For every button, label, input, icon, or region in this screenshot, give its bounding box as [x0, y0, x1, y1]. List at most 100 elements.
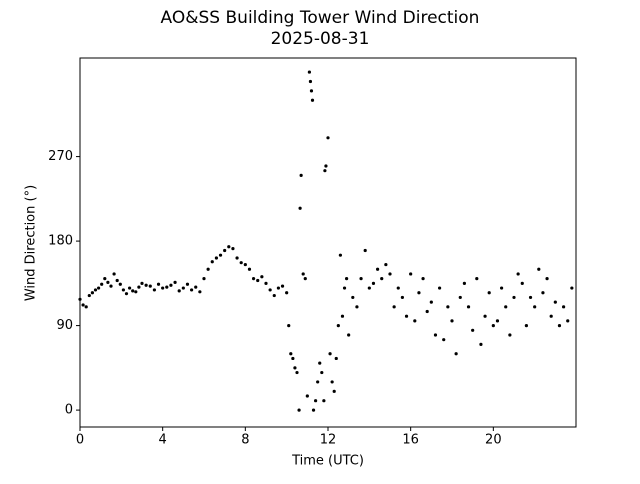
data-point — [330, 380, 334, 384]
data-point — [351, 295, 355, 300]
data-point — [495, 319, 500, 323]
data-point — [384, 262, 388, 267]
data-point — [206, 267, 210, 271]
data-point — [131, 289, 135, 293]
data-point — [512, 295, 516, 300]
data-point — [442, 338, 446, 342]
data-point — [285, 291, 289, 295]
data-point — [541, 291, 545, 295]
data-point — [475, 277, 479, 281]
data-point — [450, 319, 454, 323]
data-point — [347, 333, 351, 337]
data-point — [359, 277, 363, 281]
data-point — [291, 356, 295, 361]
data-point — [342, 286, 347, 290]
data-point — [409, 272, 413, 276]
data-point — [276, 286, 280, 290]
data-point — [545, 277, 549, 281]
data-point — [363, 248, 367, 253]
data-point — [338, 253, 342, 257]
data-point — [140, 281, 144, 285]
data-point — [297, 408, 301, 412]
x-tick-label: 12 — [320, 433, 337, 448]
data-point — [429, 300, 433, 304]
data-point — [487, 291, 491, 295]
data-point — [562, 305, 566, 309]
data-point — [318, 361, 322, 365]
data-point — [124, 292, 129, 296]
data-point — [231, 247, 235, 251]
data-point — [421, 277, 425, 281]
data-point — [500, 286, 504, 290]
y-tick-label: 270 — [48, 149, 73, 164]
y-axis-label: Wind Direction (°) — [24, 185, 39, 301]
data-point — [328, 352, 332, 356]
data-point — [299, 173, 303, 177]
data-point — [84, 305, 88, 309]
data-point — [309, 89, 314, 93]
data-point — [293, 366, 297, 370]
data-point — [524, 323, 529, 328]
data-point — [520, 281, 524, 285]
data-point — [504, 305, 508, 309]
data-point — [165, 285, 169, 289]
data-point — [417, 291, 421, 295]
data-point — [508, 333, 512, 337]
data-point — [280, 284, 285, 288]
data-point — [121, 288, 125, 292]
data-point — [169, 283, 173, 287]
data-point — [301, 272, 305, 276]
data-point — [156, 282, 161, 286]
x-tick-label: 20 — [485, 433, 502, 448]
data-point — [533, 305, 537, 309]
chart-title: AO&SS Building Tower Wind Direction — [161, 8, 480, 28]
data-point — [106, 280, 110, 285]
data-point — [322, 399, 326, 403]
data-point — [161, 286, 165, 290]
data-point — [260, 275, 264, 279]
data-point — [198, 290, 202, 294]
data-point — [466, 305, 471, 309]
data-point — [177, 289, 181, 293]
data-point — [81, 303, 85, 307]
data-point — [413, 319, 417, 323]
data-point — [252, 277, 256, 281]
data-point — [173, 280, 177, 285]
data-point — [553, 300, 557, 304]
data-point — [528, 295, 533, 300]
data-point — [87, 293, 91, 298]
data-point — [97, 286, 101, 290]
data-point — [152, 288, 156, 292]
data-point — [210, 260, 214, 264]
data-point — [326, 136, 330, 140]
data-point — [334, 356, 338, 361]
data-point — [323, 169, 327, 173]
y-tick-label: 180 — [48, 234, 73, 249]
data-point — [404, 314, 409, 318]
data-point — [115, 278, 119, 283]
data-point — [308, 79, 313, 84]
data-point — [307, 70, 311, 74]
data-point — [367, 286, 371, 290]
data-point — [388, 272, 392, 276]
data-point — [392, 305, 396, 309]
data-point — [380, 277, 384, 281]
data-point — [137, 285, 141, 289]
data-point — [371, 281, 376, 285]
data-point — [345, 277, 349, 281]
data-point — [295, 370, 299, 375]
x-tick-label: 16 — [402, 433, 419, 448]
data-point — [298, 206, 302, 210]
data-point — [446, 305, 450, 309]
data-point — [396, 286, 400, 290]
data-point — [479, 342, 483, 346]
data-point — [305, 394, 309, 398]
data-point — [316, 380, 320, 384]
data-point — [491, 323, 495, 328]
data-point — [148, 284, 152, 288]
y-tick-label: 0 — [65, 403, 73, 418]
data-point — [218, 253, 223, 257]
data-point — [128, 286, 132, 290]
